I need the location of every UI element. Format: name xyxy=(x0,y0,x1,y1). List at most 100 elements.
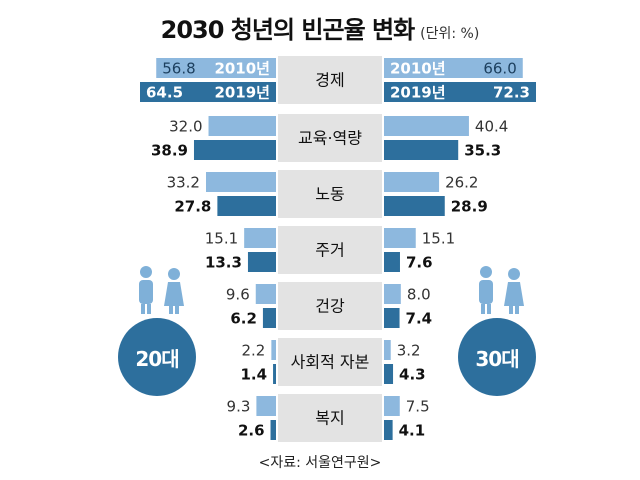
data-label-30s-2019: 7.6 xyxy=(406,254,433,272)
bar-30s-2019 xyxy=(384,420,393,440)
category-label: 교육·역량 xyxy=(298,129,362,148)
bar-30s-2019 xyxy=(384,140,459,160)
badge-20s: 20대 xyxy=(118,318,196,396)
person-icon-20s-man-body xyxy=(139,280,153,304)
bar-30s-2019 xyxy=(384,308,400,328)
person-icon-30s-woman xyxy=(504,268,524,314)
data-label-30s-2019: 4.1 xyxy=(399,422,426,440)
category-label: 경제 xyxy=(315,71,344,90)
bar-20s-2019 xyxy=(193,140,276,160)
data-label-30s-2010: 3.2 xyxy=(397,342,421,360)
data-label-20s-2010: 32.0 xyxy=(169,118,202,136)
person-icon-30s-man-head xyxy=(480,266,492,278)
category-label: 건강 xyxy=(315,297,345,316)
bar-20s-2010 xyxy=(271,340,276,360)
category-label: 노동 xyxy=(315,185,344,204)
person-icon-20s-woman-body xyxy=(164,282,184,306)
data-label-30s-2019: 72.3 xyxy=(493,84,530,102)
data-label-30s-2010: 66.0 xyxy=(483,60,516,78)
bar-30s-2010 xyxy=(384,228,416,248)
unit-label: (단위: %) xyxy=(420,26,480,42)
legend-2010-right: 2010년 xyxy=(390,60,446,78)
person-icon-30s-woman-body xyxy=(504,282,524,306)
bar-30s-2010 xyxy=(384,396,400,416)
bar-20s-2010 xyxy=(244,228,276,248)
category-label-bg xyxy=(278,170,382,218)
chart-title: 2030 청년의 빈곤율 변화 xyxy=(160,16,416,44)
person-icon-30s-woman-leg-r xyxy=(515,304,519,314)
person-icon-30s-man-body xyxy=(479,280,493,304)
data-label-30s-2019: 28.9 xyxy=(451,198,488,216)
person-icon-20s-man-leg-l xyxy=(141,304,145,314)
bar-30s-2010 xyxy=(384,116,469,136)
category-label-bg xyxy=(278,56,382,104)
bar-20s-2019 xyxy=(273,364,276,384)
category-label-bg xyxy=(278,394,382,442)
bar-30s-2019 xyxy=(384,196,445,216)
legend-2019-right: 2019년 xyxy=(390,84,446,102)
data-label-20s-2010: 9.3 xyxy=(227,398,251,416)
bar-30s-2010 xyxy=(384,172,440,192)
bar-20s-2019 xyxy=(262,308,276,328)
person-icon-30s-woman-head xyxy=(508,268,520,280)
person-icon-30s-man-leg-r xyxy=(487,304,491,314)
data-label-30s-2010: 7.5 xyxy=(406,398,430,416)
data-label-20s-2019: 38.9 xyxy=(151,142,188,160)
bar-30s-2010 xyxy=(384,284,401,304)
data-label-20s-2010: 33.2 xyxy=(167,174,200,192)
data-label-30s-2019: 4.3 xyxy=(399,366,426,384)
data-label-30s-2019: 35.3 xyxy=(464,142,501,160)
data-label-20s-2010: 56.8 xyxy=(162,60,195,78)
bar-30s-2019 xyxy=(384,82,536,102)
person-icon-20s-woman-leg-l xyxy=(169,304,173,314)
person-icon-20s-man xyxy=(139,266,153,314)
data-label-20s-2019: 6.2 xyxy=(230,310,257,328)
bar-30s-2019 xyxy=(384,252,400,272)
data-label-20s-2019: 27.8 xyxy=(174,198,211,216)
data-label-20s-2019: 2.6 xyxy=(238,422,265,440)
category-label-bg xyxy=(278,114,382,162)
source-note: <자료: 서울연구원> xyxy=(258,455,382,471)
bar-20s-2019 xyxy=(247,252,276,272)
bar-20s-2010 xyxy=(208,116,276,136)
person-icon-30s-man xyxy=(479,266,493,314)
category-label-bg xyxy=(278,282,382,330)
data-label-20s-2010: 9.6 xyxy=(226,286,250,304)
data-label-30s-2010: 15.1 xyxy=(422,230,455,248)
person-icon-30s-man-leg-l xyxy=(481,304,485,314)
badge-30s: 30대 xyxy=(458,318,536,396)
data-label-20s-2019: 13.3 xyxy=(205,254,242,272)
data-label-20s-2010: 2.2 xyxy=(242,342,266,360)
bar-30s-2010 xyxy=(384,340,391,360)
category-label-bg xyxy=(278,226,382,274)
category-label-bg xyxy=(278,338,382,386)
data-label-30s-2010: 26.2 xyxy=(445,174,478,192)
bar-20s-2019 xyxy=(270,420,276,440)
bar-30s-2010 xyxy=(384,58,523,78)
person-icon-20s-man-head xyxy=(140,266,152,278)
bar-20s-2010 xyxy=(255,284,276,304)
title-row: 2030 청년의 빈곤율 변화 (단위: %) xyxy=(0,10,640,45)
bar-20s-2010 xyxy=(205,172,276,192)
bar-20s-2019 xyxy=(140,82,276,102)
legend-2019-left: 2019년 xyxy=(214,84,270,102)
bar-20s-2010 xyxy=(256,396,276,416)
person-icon-20s-woman-leg-r xyxy=(175,304,179,314)
data-label-30s-2019: 7.4 xyxy=(406,310,433,328)
person-icon-20s-woman xyxy=(164,268,184,314)
legend-2010-left: 2010년 xyxy=(214,60,270,78)
person-icon-20s-woman-head xyxy=(168,268,180,280)
category-label: 사회적 자본 xyxy=(291,353,370,372)
bar-30s-2019 xyxy=(384,364,394,384)
data-label-20s-2019: 1.4 xyxy=(240,366,267,384)
data-label-20s-2019: 64.5 xyxy=(146,84,183,102)
data-label-30s-2010: 8.0 xyxy=(407,286,431,304)
person-icon-30s-woman-leg-l xyxy=(509,304,513,314)
person-icon-20s-man-leg-r xyxy=(147,304,151,314)
category-label: 주거 xyxy=(315,241,344,260)
data-label-20s-2010: 15.1 xyxy=(205,230,238,248)
data-label-30s-2010: 40.4 xyxy=(475,118,508,136)
bar-20s-2019 xyxy=(217,196,276,216)
